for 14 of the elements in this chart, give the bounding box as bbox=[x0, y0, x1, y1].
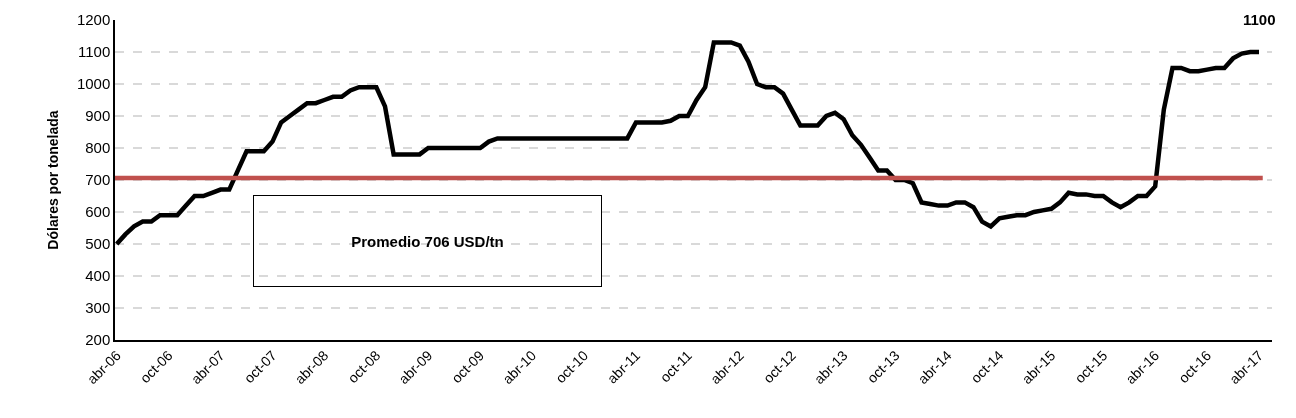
y-tick-label: 700 bbox=[85, 171, 111, 189]
y-tick-label: 900 bbox=[85, 107, 111, 125]
y-tick-label: 1200 bbox=[76, 11, 111, 29]
y-tick-label: 1100 bbox=[77, 43, 111, 61]
y-tick-label: 400 bbox=[85, 267, 111, 285]
y-tick-label: 1000 bbox=[76, 75, 111, 93]
y-tick-label: 200 bbox=[85, 331, 111, 349]
annotation: 1100 bbox=[1243, 11, 1276, 28]
y-tick-label: 500 bbox=[85, 235, 111, 253]
y-axis-title: Dólares por tonelada bbox=[44, 110, 61, 250]
annotation: Promedio 706 USD/tn bbox=[351, 232, 504, 250]
y-tick-label: 800 bbox=[85, 139, 111, 157]
y-tick-label: 300 bbox=[85, 299, 111, 317]
y-tick-label: 600 bbox=[85, 203, 111, 221]
